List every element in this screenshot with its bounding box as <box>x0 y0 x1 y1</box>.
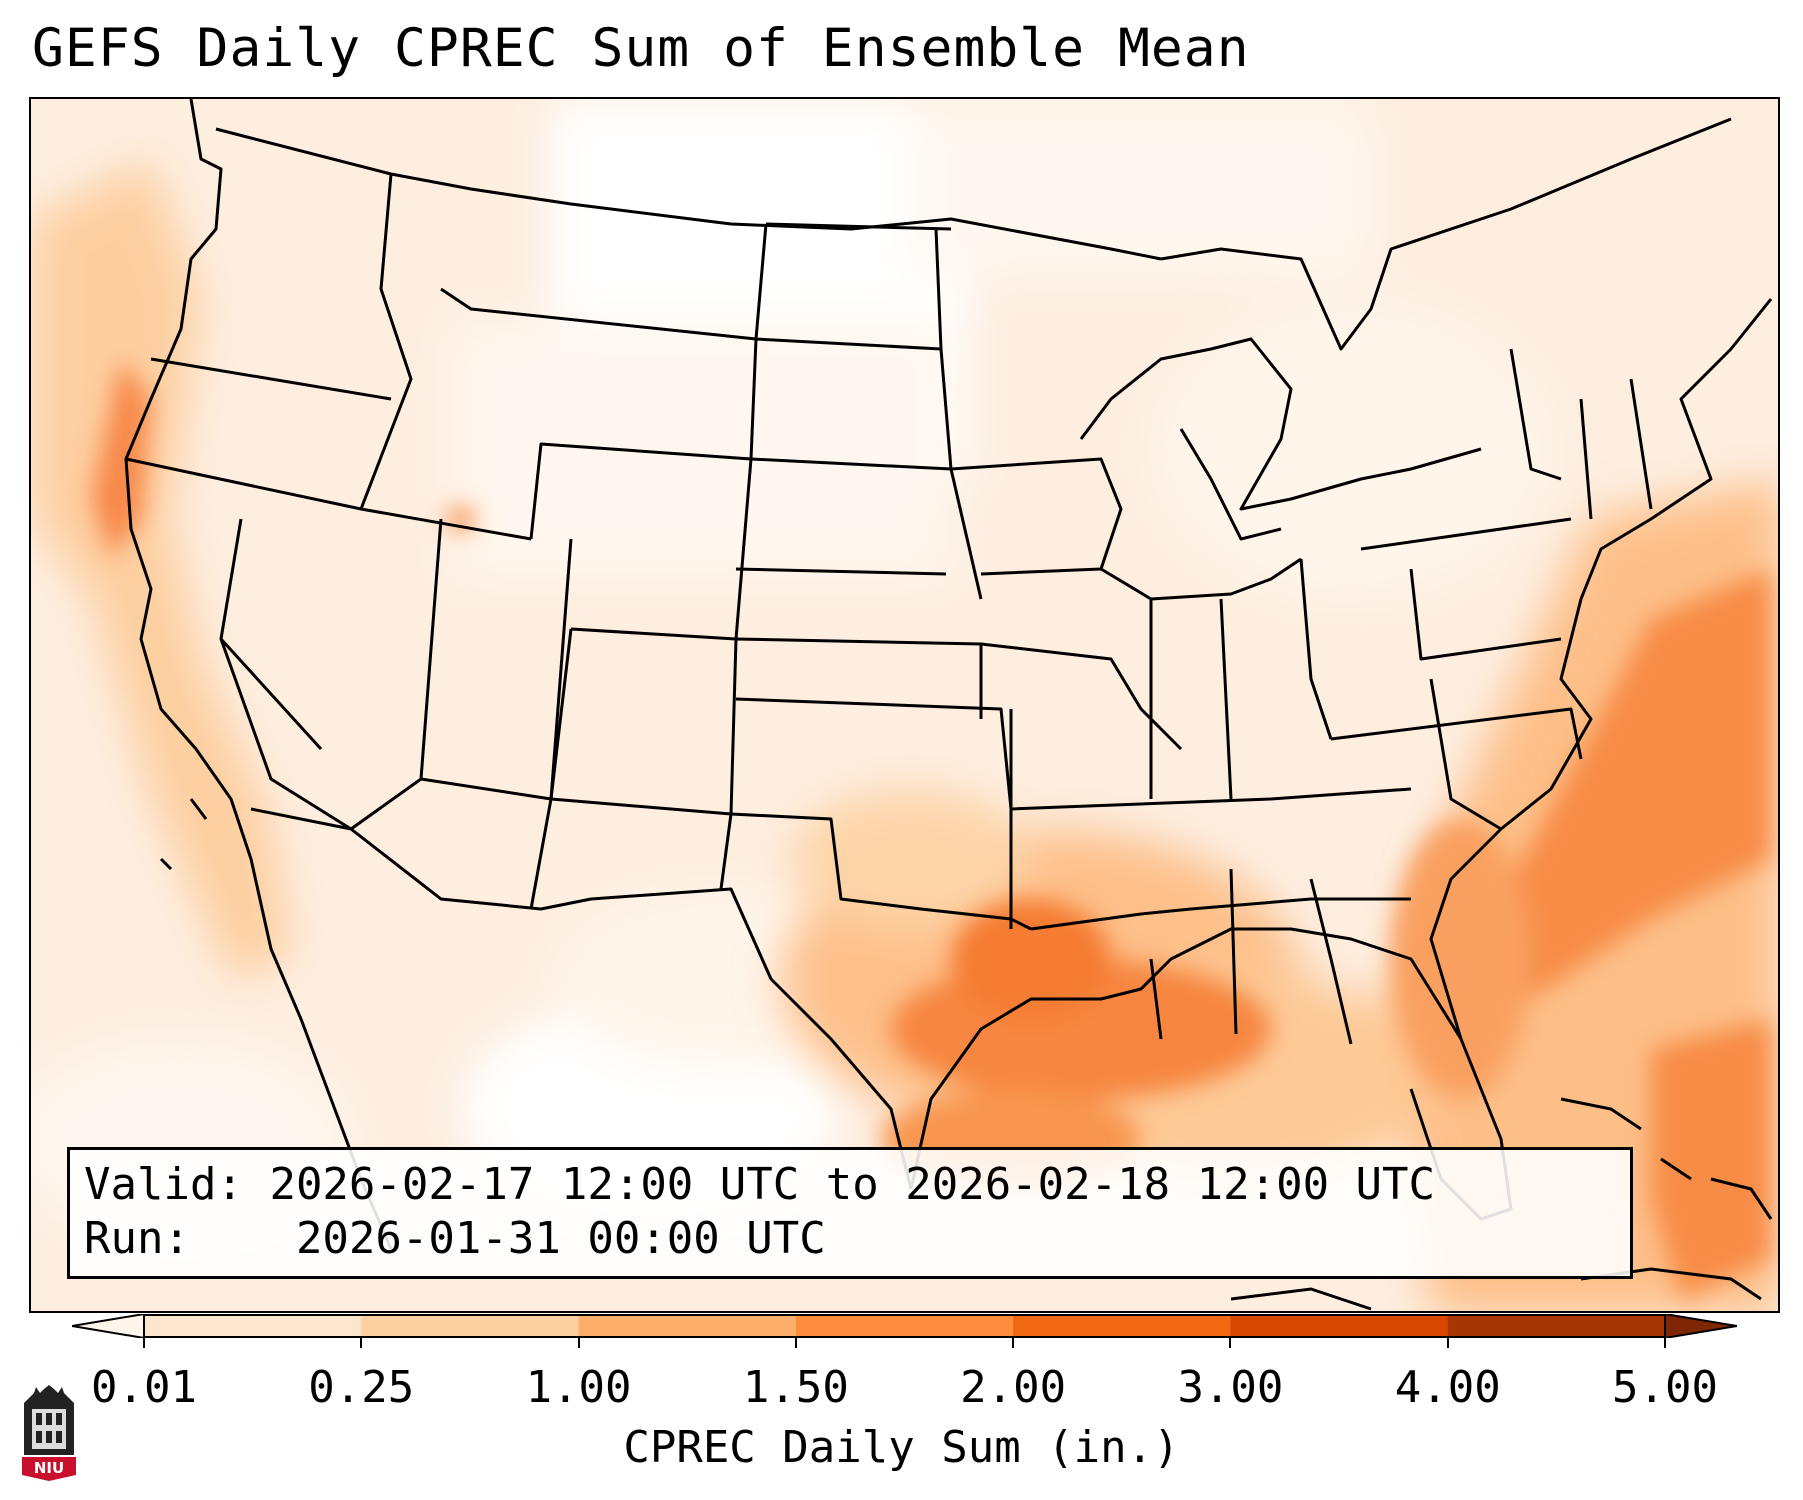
valid-label: Valid: <box>84 1159 243 1210</box>
colorbar-tick-label: 4.00 <box>1394 1362 1501 1413</box>
precip-shading <box>31 99 1778 1311</box>
run-row: Run: 2026-01-31 00:00 UTC <box>84 1212 1616 1266</box>
run-text: 2026-01-31 00:00 UTC <box>295 1213 826 1264</box>
valid-row: Valid: 2026-02-17 12:00 UTC to 2026-02-1… <box>84 1158 1616 1212</box>
colorbar-cell <box>361 1315 580 1337</box>
colorbar-tick <box>360 1338 363 1348</box>
precipitation-map <box>31 99 1778 1311</box>
colorbar-extend-low <box>72 1314 145 1338</box>
colorbar <box>72 1314 1737 1338</box>
colorbar-tick <box>1012 1338 1015 1348</box>
colorbar-tick <box>1664 1338 1666 1348</box>
colorbar-label: CPREC Daily Sum (in.) <box>623 1422 1180 1473</box>
colorbar-tick-label: 2.00 <box>960 1362 1067 1413</box>
colorbar-cell <box>578 1315 797 1337</box>
colorbar-cell <box>1230 1315 1449 1337</box>
colorbar-tick-label: 0.01 <box>91 1362 197 1413</box>
niu-tower-logo-icon: NIU <box>22 1385 76 1481</box>
colorbar-tick <box>143 1338 145 1348</box>
colorbar-tick-label: 1.00 <box>525 1362 632 1413</box>
colorbar-tick <box>1229 1338 1232 1348</box>
state-boundaries <box>124 99 1773 1250</box>
run-label: Run: <box>84 1213 190 1264</box>
colorbar-cell <box>1447 1315 1666 1337</box>
colorbar-cell <box>795 1315 1014 1337</box>
colorbar-cell <box>1013 1315 1231 1337</box>
colorbar-tick-label: 1.50 <box>742 1362 849 1413</box>
logo-text: NIU <box>34 1459 64 1477</box>
colorbar-tick <box>577 1338 580 1348</box>
colorbar-tick-label: 5.00 <box>1612 1362 1718 1413</box>
colorbar-tick <box>1446 1338 1449 1348</box>
colorbar-tick-label: 0.25 <box>308 1362 415 1413</box>
colorbar-tick-label: 3.00 <box>1177 1362 1284 1413</box>
map-title: GEFS Daily CPREC Sum of Ensemble Mean <box>32 18 1250 79</box>
map-panel <box>29 97 1780 1313</box>
colorbar-extend-high <box>1664 1314 1737 1338</box>
valid-text: 2026-02-17 12:00 UTC to 2026-02-18 12:00… <box>269 1159 1436 1210</box>
colorbar-ticks: 0.01 0.25 1.00 1.50 2.00 3.00 4.00 5.00 <box>0 1338 1803 1428</box>
run-info-box: Valid: 2026-02-17 12:00 UTC to 2026-02-1… <box>67 1147 1633 1279</box>
colorbar-cell <box>144 1315 362 1337</box>
colorbar-tick <box>794 1338 797 1348</box>
